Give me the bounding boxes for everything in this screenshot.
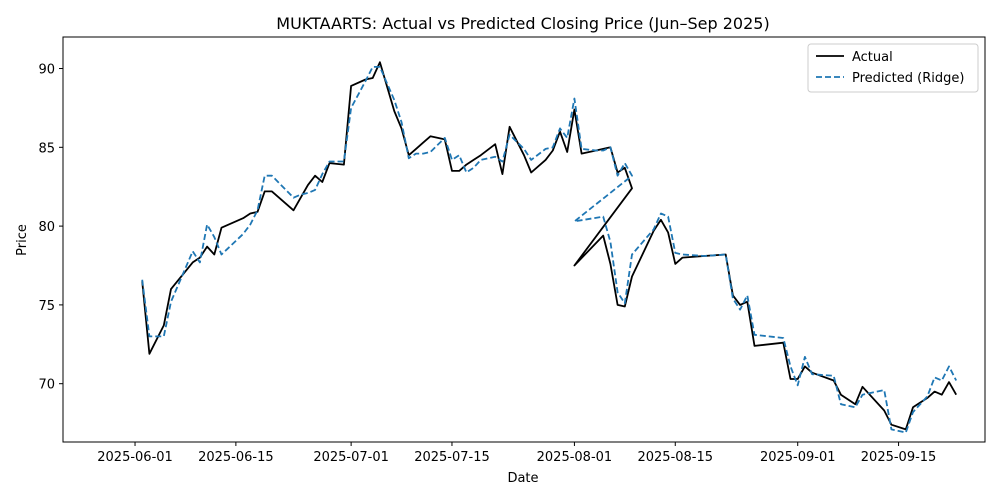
legend-label-actual: Actual [852, 50, 893, 65]
y-tick-label: 85 [38, 141, 55, 156]
plot-area [141, 61, 958, 434]
y-tick-label: 80 [38, 220, 55, 235]
x-tick-label: 2025-08-15 [637, 450, 713, 465]
x-tick-label: 2025-09-01 [760, 450, 836, 465]
series-line-predicted [141, 66, 958, 434]
x-tick-label: 2025-09-15 [861, 450, 937, 465]
legend-label-predicted: Predicted (Ridge) [852, 71, 964, 86]
y-tick-label: 90 [38, 63, 55, 78]
chart-title: MUKTAARTS: Actual vs Predicted Closing P… [276, 14, 769, 33]
x-axis-label: Date [507, 471, 538, 486]
y-axis-label: Price [15, 224, 30, 256]
x-tick-label: 2025-07-01 [313, 450, 389, 465]
legend: Actual Predicted (Ridge) [807, 43, 979, 93]
y-tick-label: 75 [38, 299, 55, 314]
legend-box [807, 43, 979, 93]
x-axis: 2025-06-01 2025-06-15 2025-07-01 2025-07-15… [97, 442, 936, 465]
series-line-actual [141, 61, 957, 431]
y-tick-label: 70 [38, 378, 55, 393]
x-tick-label: 2025-06-15 [198, 450, 274, 465]
x-tick-label: 2025-07-15 [414, 450, 490, 465]
y-axis: 70 75 80 85 90 [38, 63, 63, 393]
x-tick-label: 2025-08-01 [537, 450, 613, 465]
plot-frame [62, 36, 986, 443]
x-tick-label: 2025-06-01 [97, 450, 173, 465]
